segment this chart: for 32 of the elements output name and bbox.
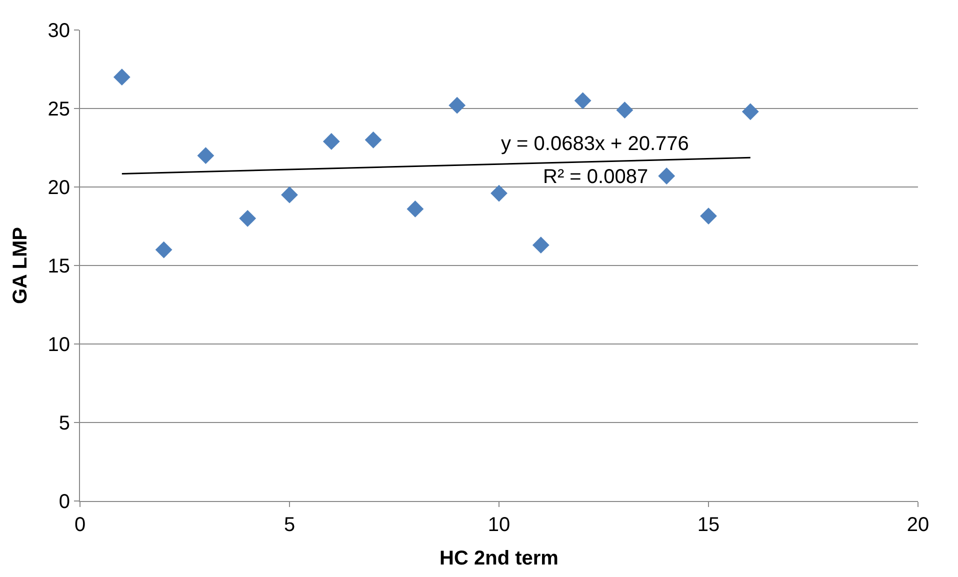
- point: [742, 103, 759, 120]
- y-tick-label: 20: [48, 177, 70, 199]
- point: [532, 236, 550, 254]
- x-tick-label: 0: [74, 514, 86, 536]
- point: [322, 133, 340, 150]
- y-tick-label: 15: [48, 256, 70, 278]
- y-tick-label: 10: [48, 334, 70, 356]
- y-tick-label: 25: [48, 98, 70, 120]
- x-axis-title: HC 2nd term: [440, 548, 558, 570]
- point: [155, 241, 172, 258]
- y-tick-label: 0: [58, 491, 70, 513]
- point: [113, 68, 130, 86]
- x-tick-label: 15: [697, 514, 720, 536]
- x-tick-label: 20: [906, 514, 930, 536]
- annotation: R² = 0.0087: [543, 166, 648, 188]
- point: [658, 168, 676, 184]
- point: [197, 147, 214, 164]
- y-axis-title: GA LMP: [9, 226, 32, 304]
- point: [574, 92, 592, 110]
- point: [490, 184, 508, 202]
- point: [364, 131, 382, 148]
- x-tick-label: 5: [284, 514, 296, 536]
- point: [616, 102, 634, 119]
- point: [281, 186, 298, 204]
- point: [239, 210, 256, 227]
- point: [448, 96, 466, 114]
- annotation: y = 0.0683x + 20.776: [501, 133, 689, 155]
- point: [700, 208, 717, 224]
- point: [406, 200, 424, 218]
- y-tick-label: 30: [48, 20, 70, 42]
- y-tick-label: 5: [58, 412, 70, 434]
- x-tick-label: 10: [488, 514, 510, 536]
